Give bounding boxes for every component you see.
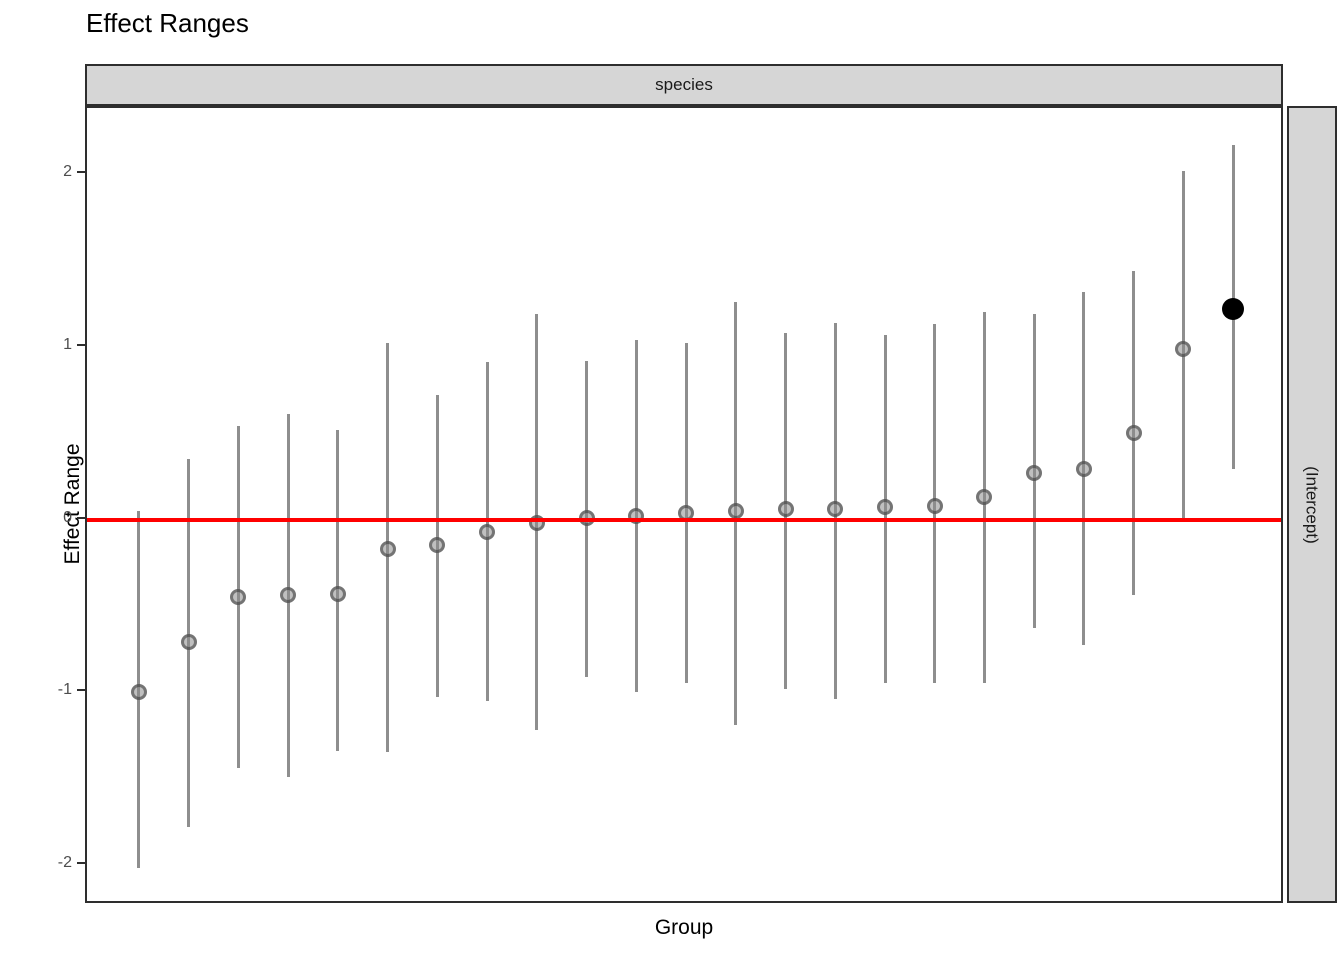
plot-title: Effect Ranges bbox=[86, 8, 249, 38]
zero-reference-line bbox=[87, 517, 1281, 522]
facet-strip-intercept-label: (Intercept) bbox=[1303, 465, 1323, 544]
effect-point bbox=[777, 501, 794, 518]
y-axis-tick-mark bbox=[77, 861, 85, 864]
y-axis-tick-label: -1 bbox=[57, 681, 72, 699]
x-axis-title: Group bbox=[654, 916, 714, 939]
y-axis-tick-mark bbox=[77, 516, 85, 519]
effect-point bbox=[329, 585, 346, 602]
plot-panel bbox=[85, 106, 1283, 903]
effect-point bbox=[976, 489, 993, 506]
y-axis-tick-mark bbox=[77, 343, 85, 346]
effect-point bbox=[827, 501, 844, 518]
y-axis-tick-mark bbox=[77, 171, 85, 174]
effect-point bbox=[727, 502, 744, 519]
y-axis-tick-label: 0 bbox=[63, 508, 72, 526]
effect-point bbox=[280, 587, 297, 604]
effect-point bbox=[628, 508, 645, 525]
effect-point bbox=[429, 537, 446, 554]
facet-strip-species-label: species bbox=[655, 75, 713, 94]
y-axis-tick-label: -2 bbox=[57, 853, 72, 871]
y-axis-title: Effect Range bbox=[61, 443, 84, 565]
effect-point bbox=[379, 540, 396, 557]
effect-point bbox=[1175, 340, 1192, 357]
y-axis-tick-mark bbox=[77, 689, 85, 692]
effect-point bbox=[926, 497, 943, 514]
effect-point bbox=[877, 499, 893, 516]
effect-point bbox=[479, 523, 496, 540]
y-axis-tick-label: 2 bbox=[63, 163, 72, 181]
y-axis-tick-label: 1 bbox=[63, 335, 72, 353]
effect-point bbox=[130, 684, 147, 701]
effect-point bbox=[1125, 425, 1142, 442]
effect-point bbox=[230, 589, 247, 606]
facet-strip-intercept: (Intercept) bbox=[1287, 106, 1337, 903]
effect-point bbox=[1075, 461, 1092, 478]
effect-point bbox=[180, 634, 197, 651]
significant-effect-point bbox=[1222, 297, 1245, 320]
facet-strip-species: species bbox=[85, 64, 1283, 106]
effect-point bbox=[1026, 464, 1043, 481]
